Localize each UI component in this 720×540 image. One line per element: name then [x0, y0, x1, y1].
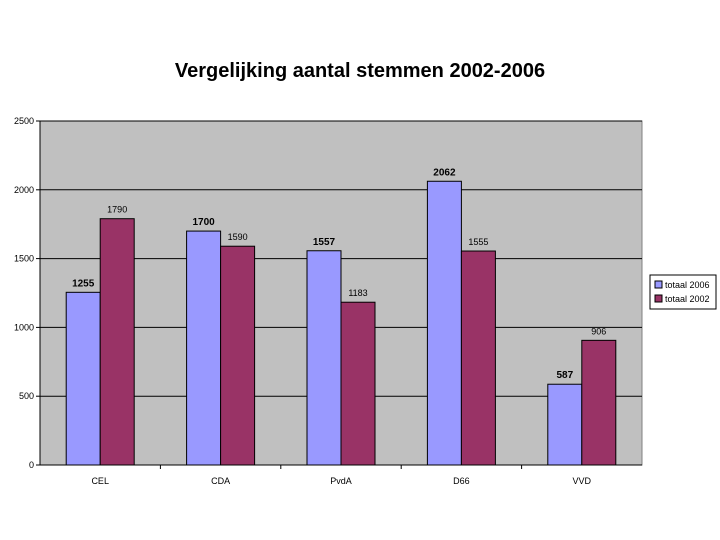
y-tick-label: 2000: [14, 185, 34, 195]
x-tick-label: VVD: [573, 476, 592, 486]
data-label: 2062: [433, 167, 456, 178]
y-tick-label: 2500: [14, 116, 34, 126]
y-tick-label: 1500: [14, 254, 34, 264]
data-label: 1555: [468, 237, 488, 247]
data-label: 1557: [313, 237, 336, 248]
bar: [306, 250, 342, 466]
bar: [426, 180, 462, 466]
y-tick-label: 1000: [14, 322, 34, 332]
x-tick-label: PvdA: [330, 476, 352, 486]
chart-title: Vergelijking aantal stemmen 2002-2006: [174, 60, 546, 82]
data-label: 1700: [192, 217, 215, 228]
legend-label: totaal 2006: [665, 280, 710, 290]
data-label: 1790: [107, 205, 127, 215]
x-tick-label: D66: [453, 476, 470, 486]
bar: [65, 291, 101, 466]
x-tick-label: CDA: [211, 476, 230, 486]
legend-swatch: [654, 294, 663, 303]
bar: [340, 301, 376, 466]
bar: [460, 250, 496, 466]
y-tick-label: 500: [19, 391, 34, 401]
bar: [220, 245, 256, 466]
data-label: 1183: [348, 288, 367, 298]
bar: [581, 339, 617, 466]
x-tick-label: CEL: [91, 476, 109, 486]
data-label: 1590: [228, 232, 248, 242]
legend-label: totaal 2002: [665, 294, 710, 304]
data-label: 906: [591, 326, 606, 336]
data-label: 1255: [72, 278, 95, 289]
data-label: 587: [556, 370, 573, 381]
y-tick-label: 0: [29, 460, 34, 470]
bar: [186, 230, 222, 466]
bar: [99, 218, 135, 466]
bar: [547, 383, 583, 466]
legend-swatch: [654, 280, 663, 289]
